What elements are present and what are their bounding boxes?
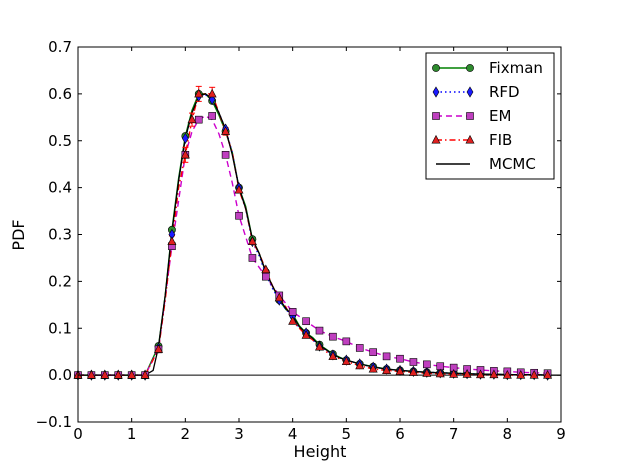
x-tick-label: 1 — [127, 425, 137, 443]
marker-fib — [113, 369, 123, 379]
marker-fib — [315, 341, 324, 351]
y-tick-label: 0.4 — [48, 179, 72, 197]
marker-em — [302, 317, 310, 326]
legend: Fixman RFD EM FIB MCMC — [425, 52, 555, 180]
legend-label-em: EM — [489, 107, 511, 125]
marker-fib — [127, 369, 137, 379]
marker-fib — [435, 368, 445, 378]
legend-marker-rfd — [432, 86, 440, 98]
marker-fib — [449, 369, 459, 378]
y-tick-label: 0.2 — [48, 272, 72, 290]
y-tick-label: 0.0 — [48, 366, 72, 384]
x-tick-label: 3 — [234, 425, 244, 443]
marker-fib — [100, 369, 110, 379]
marker-fib — [288, 316, 298, 325]
marker-fib — [516, 369, 526, 379]
marker-em — [288, 308, 297, 316]
x-axis-label: Height — [294, 442, 347, 461]
marker-fib — [180, 149, 190, 159]
marker-fib — [382, 365, 392, 374]
series-line-mcmc — [78, 93, 561, 376]
legend-marker-em — [466, 112, 474, 120]
marker-fib — [355, 360, 365, 370]
marker-fib — [543, 369, 553, 379]
marker-em — [262, 272, 270, 281]
marker-fib — [502, 369, 512, 379]
legend-marker-fib — [431, 134, 441, 144]
marker-rfd — [181, 132, 189, 144]
marker-em — [208, 112, 216, 120]
marker-fib — [140, 369, 150, 379]
marker-fib — [476, 369, 485, 379]
marker-fib — [261, 264, 271, 274]
marker-fib — [207, 88, 217, 98]
y-tick-label: 0.7 — [48, 38, 72, 56]
axis-ticks: 0 1 2 3 4 5 6 7 8 9 −0.1 0.0 0.1 0.2 0.3 0.4 0.5 0.6 0.7 — [36, 38, 566, 443]
marker-em — [194, 115, 203, 124]
x-tick-label: 8 — [503, 425, 513, 443]
x-tick-label: 7 — [449, 425, 459, 443]
marker-em — [235, 211, 243, 220]
marker-fib — [274, 292, 284, 302]
marker-fib — [154, 344, 163, 353]
x-tick-label: 2 — [181, 425, 191, 443]
marker-fib — [529, 369, 539, 379]
legend-label-fib: FIB — [489, 131, 512, 149]
marker-em — [355, 344, 364, 352]
marker-em — [382, 352, 391, 361]
legend-label-mcmc: MCMC — [489, 155, 536, 173]
marker-em — [315, 326, 324, 335]
marker-em — [248, 254, 257, 262]
marker-em — [342, 337, 351, 346]
y-tick-label: 0.3 — [48, 226, 72, 244]
marker-em — [423, 360, 431, 369]
x-tick-label: 6 — [395, 425, 405, 443]
marker-fib — [221, 126, 231, 135]
marker-em — [329, 332, 337, 341]
legend-label-fixman: Fixman — [489, 59, 543, 77]
y-tick-label: 0.1 — [48, 319, 72, 337]
marker-em — [396, 354, 404, 363]
marker-fib — [462, 369, 472, 378]
legend-marker-fib — [465, 134, 475, 144]
legend-marker-fixman — [432, 64, 440, 72]
marker-fib — [368, 363, 378, 373]
y-axis-label: PDF — [9, 219, 28, 250]
marker-em — [369, 348, 377, 356]
legend-marker-rfd — [466, 86, 474, 98]
x-tick-label: 0 — [73, 425, 83, 443]
marker-fib — [167, 236, 177, 246]
marker-fib — [422, 368, 432, 377]
legend-marker-em — [432, 112, 440, 120]
marker-em — [221, 151, 230, 159]
y-tick-label: −0.1 — [36, 413, 72, 431]
y-tick-label: 0.6 — [48, 85, 72, 103]
legend-label-rfd: RFD — [489, 83, 520, 101]
x-tick-label: 4 — [288, 425, 298, 443]
marker-fib — [408, 367, 418, 376]
marker-em — [409, 358, 418, 366]
marker-fib — [395, 366, 405, 375]
marker-fib — [328, 351, 338, 360]
marker-fib — [194, 88, 204, 98]
marker-fib — [301, 330, 311, 339]
marker-fib — [86, 369, 96, 379]
legend-marker-fixman — [466, 64, 474, 72]
plot-area — [73, 46, 562, 423]
y-tick-label: 0.5 — [48, 132, 72, 150]
marker-fib — [187, 114, 197, 124]
marker-fib — [489, 369, 499, 379]
marker-fib — [234, 184, 244, 194]
marker-fib — [247, 236, 257, 246]
x-tick-label: 9 — [556, 425, 566, 443]
x-tick-label: 5 — [342, 425, 352, 443]
marker-fib — [341, 356, 351, 366]
